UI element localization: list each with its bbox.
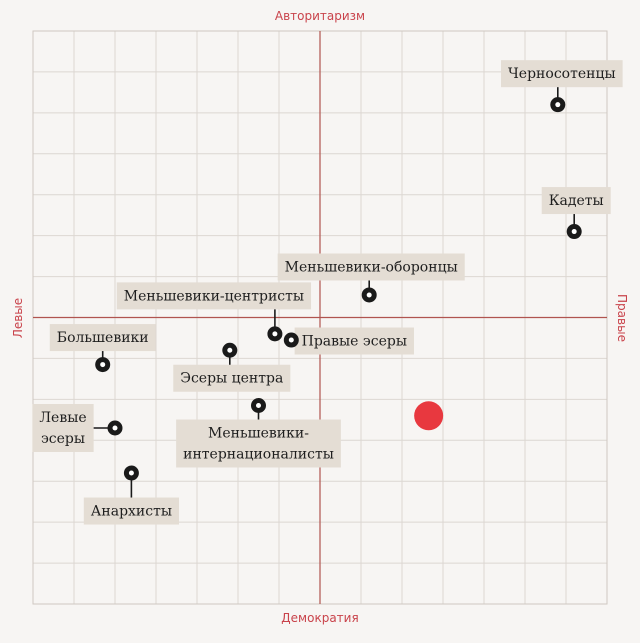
data-point-group: Меньшевики-центристы [116,282,312,342]
data-point-center [256,402,261,408]
point-label: Кадеты [549,193,604,209]
data-point-group: Большевики [49,324,156,373]
axes [33,31,607,604]
point-label: Эсеры центра [180,371,283,387]
data-point-group: Правые эсеры [283,327,414,355]
point-label: Анархисты [91,504,172,520]
axis-label-bottom: Демократия [281,611,358,625]
data-point-group: Анархисты [83,465,180,525]
axis-label-right: Правые [615,294,629,342]
data-point-center [272,331,278,337]
point-label-background [277,253,465,281]
point-label-background [541,187,611,215]
point-label: Меньшевики-оборонцы [285,259,458,275]
highlight-point [414,401,444,431]
point-label: Большевики [57,330,149,346]
point-label: интернационалисты [183,446,334,462]
point-label-background [83,497,180,525]
data-points: Черносотенцы Кадеты Меньшевики-оборонцы Мен… [32,60,623,525]
point-label-background [32,404,94,453]
point-label-background [116,282,312,310]
data-point-center [288,337,294,343]
point-label: Меньшевики-центристы [124,288,304,304]
data-point-center [128,470,134,476]
axis-label-left: Левые [11,298,25,338]
point-label-background [500,60,623,88]
data-point-group: Меньшевики-оборонцы [277,253,465,303]
data-point-group: Левые эсеры [32,404,123,453]
data-point-center [366,292,372,298]
point-label: Левые [39,410,86,426]
data-point-center [100,362,106,368]
data-point-center [227,347,233,353]
point-label-background [173,364,291,392]
point-label: Черносотенцы [508,66,616,82]
point-label-background [49,324,156,352]
data-point-group: Эсеры центра [173,342,291,392]
point-label-background [176,419,341,468]
data-point-center [555,102,561,108]
point-label: Правые эсеры [302,334,407,350]
data-point-center [571,229,577,235]
data-point-center [112,425,118,431]
point-label: Меньшевики- [208,425,309,441]
data-point-group: Кадеты [541,187,611,240]
data-point-group: Меньшевики-интернационалисты [176,397,341,468]
point-label-background [294,327,414,355]
axis-label-top: Авторитаризм [275,9,365,23]
data-point-group: Черносотенцы [500,60,623,113]
point-label: эсеры [41,431,85,447]
